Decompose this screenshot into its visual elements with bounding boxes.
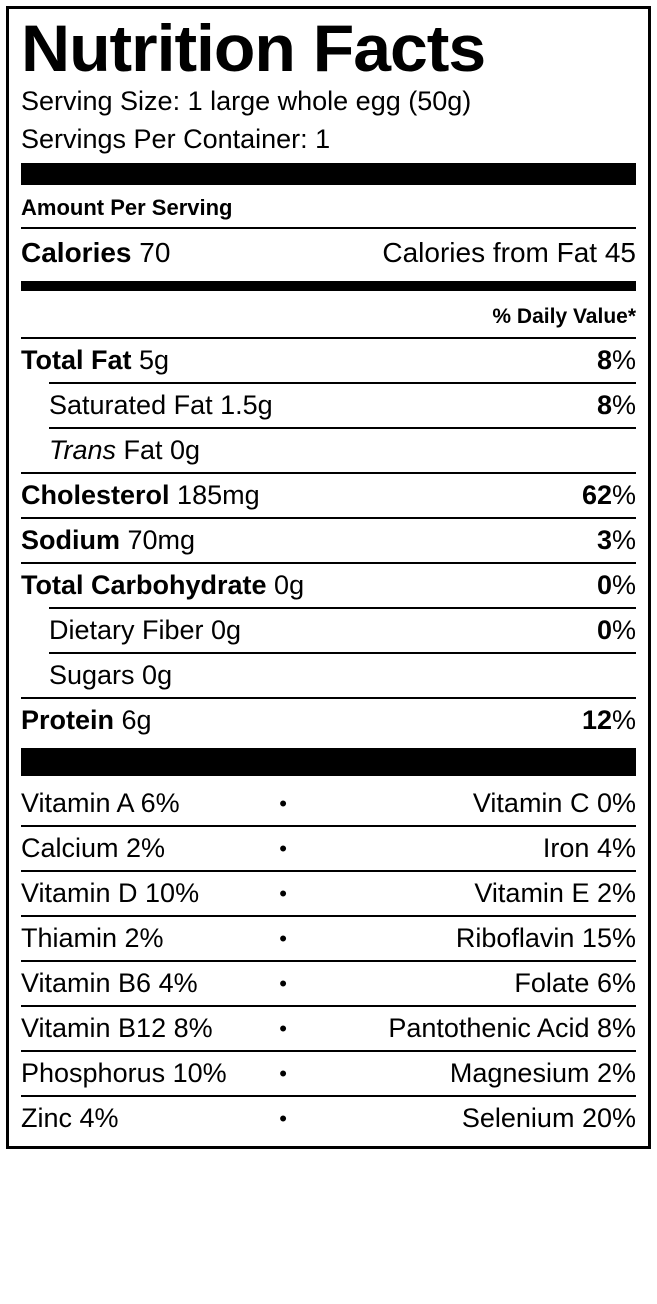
vitamin-right: Iron 4% — [316, 833, 636, 864]
vitamin-left: Vitamin A 6% — [21, 788, 279, 819]
daily-value-header: % Daily Value* — [21, 295, 636, 337]
vitamin-row: Vitamin A 6%•Vitamin C 0% — [21, 782, 636, 827]
trans-fat-row: Trans Fat 0g — [49, 429, 636, 472]
vitamin-left: Calcium 2% — [21, 833, 279, 864]
nutrition-label: Nutrition Facts Serving Size: 1 large wh… — [6, 6, 651, 1149]
vitamin-row: Vitamin B6 4%•Folate 6% — [21, 962, 636, 1007]
trans-fat-suffix: Fat 0g — [116, 435, 200, 465]
vitamin-row: Zinc 4%•Selenium 20% — [21, 1097, 636, 1140]
vitamin-right: Pantothenic Acid 8% — [292, 1013, 636, 1044]
vitamin-left: Vitamin B12 8% — [21, 1013, 279, 1044]
vitamin-row: Vitamin B12 8%•Pantothenic Acid 8% — [21, 1007, 636, 1052]
vitamin-right: Vitamin C 0% — [316, 788, 636, 819]
protein-value: 6g — [122, 705, 152, 735]
calories-number: 70 — [139, 237, 170, 268]
fiber-row: Dietary Fiber 0g 0% — [49, 609, 636, 652]
vitamin-left: Phosphorus 10% — [21, 1058, 279, 1089]
divider-bar — [21, 281, 636, 291]
vitamin-row: Thiamin 2%•Riboflavin 15% — [21, 917, 636, 962]
bullet-icon: • — [279, 1106, 316, 1131]
fiber-label: Dietary Fiber 0g — [49, 615, 241, 646]
bullet-icon: • — [279, 971, 316, 996]
divider-bar — [21, 748, 636, 776]
cholesterol-dv-num: 62 — [582, 480, 612, 510]
total-carb-value: 0g — [274, 570, 304, 600]
total-carb-dv: 0% — [597, 570, 636, 601]
sodium-value: 70mg — [128, 525, 196, 555]
vitamin-left: Vitamin D 10% — [21, 878, 279, 909]
vitamin-left: Zinc 4% — [21, 1103, 279, 1134]
vitamin-right: Riboflavin 15% — [316, 923, 636, 954]
amount-per-serving-label: Amount Per Serving — [21, 191, 636, 227]
protein-row: Protein 6g 12% — [21, 699, 636, 742]
saturated-fat-dv: 8% — [597, 390, 636, 421]
bullet-icon: • — [279, 1061, 316, 1086]
cholesterol-dv: 62% — [582, 480, 636, 511]
cholesterol-label: Cholesterol — [21, 480, 170, 510]
calories-label: Calories — [21, 237, 132, 268]
vitamin-left: Thiamin 2% — [21, 923, 279, 954]
vitamin-row: Calcium 2%•Iron 4% — [21, 827, 636, 872]
sodium-dv-num: 3 — [597, 525, 612, 555]
bullet-icon: • — [279, 881, 316, 906]
protein-dv-num: 12 — [582, 705, 612, 735]
title: Nutrition Facts — [21, 15, 654, 81]
saturated-fat-label: Saturated Fat 1.5g — [49, 390, 273, 421]
vitamin-right: Magnesium 2% — [316, 1058, 636, 1089]
divider-bar — [21, 163, 636, 185]
vitamin-row: Vitamin D 10%•Vitamin E 2% — [21, 872, 636, 917]
vitamins-section: Vitamin A 6%•Vitamin C 0%Calcium 2%•Iron… — [21, 782, 636, 1140]
cholesterol-value: 185mg — [177, 480, 260, 510]
total-fat-label: Total Fat — [21, 345, 132, 375]
total-fat-dv-num: 8 — [597, 345, 612, 375]
bullet-icon: • — [279, 926, 316, 951]
calories-row: Calories 70 Calories from Fat 45 — [21, 229, 636, 277]
sugars-row: Sugars 0g — [49, 654, 636, 697]
calories-from-fat: Calories from Fat 45 — [382, 237, 636, 269]
bullet-icon: • — [279, 836, 316, 861]
total-carb-dv-num: 0 — [597, 570, 612, 600]
servings-per-container: Servings Per Container: 1 — [21, 123, 636, 157]
protein-dv: 12% — [582, 705, 636, 736]
total-fat-row: Total Fat 5g 8% — [21, 339, 636, 382]
sugars-label: Sugars 0g — [49, 660, 172, 691]
total-fat-amount: 5g — [139, 345, 169, 375]
vitamin-left: Vitamin B6 4% — [21, 968, 279, 999]
saturated-fat-row: Saturated Fat 1.5g 8% — [49, 384, 636, 427]
total-fat-dv: 8% — [597, 345, 636, 376]
calories-left: Calories 70 — [21, 237, 170, 269]
sodium-dv: 3% — [597, 525, 636, 556]
total-carb-label: Total Carbohydrate — [21, 570, 267, 600]
total-carb-row: Total Carbohydrate 0g 0% — [21, 564, 636, 607]
sodium-row: Sodium 70mg 3% — [21, 519, 636, 562]
fiber-dv-num: 0 — [597, 615, 612, 645]
cholesterol-row: Cholesterol 185mg 62% — [21, 474, 636, 517]
sodium-label: Sodium — [21, 525, 120, 555]
vitamin-row: Phosphorus 10%•Magnesium 2% — [21, 1052, 636, 1097]
vitamin-right: Folate 6% — [316, 968, 636, 999]
bullet-icon: • — [279, 1016, 291, 1041]
bullet-icon: • — [279, 791, 316, 816]
trans-fat-prefix: Trans — [49, 435, 116, 465]
saturated-fat-dv-num: 8 — [597, 390, 612, 420]
fiber-dv: 0% — [597, 615, 636, 646]
vitamin-right: Vitamin E 2% — [316, 878, 636, 909]
vitamin-right: Selenium 20% — [316, 1103, 636, 1134]
serving-size: Serving Size: 1 large whole egg (50g) — [21, 85, 636, 119]
protein-label: Protein — [21, 705, 114, 735]
